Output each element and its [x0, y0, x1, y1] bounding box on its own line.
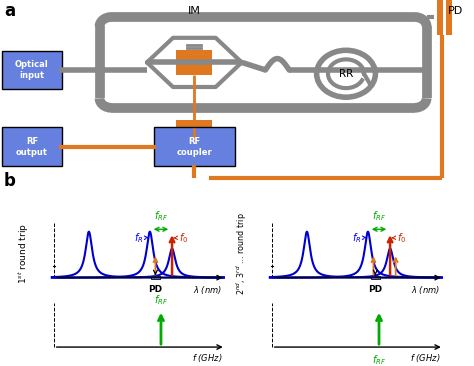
Text: RF
output: RF output [16, 137, 48, 157]
FancyBboxPatch shape [154, 127, 235, 167]
Text: $f$ (GHz): $f$ (GHz) [410, 352, 440, 365]
Text: RF
coupler: RF coupler [176, 137, 212, 157]
Text: 2$^{nd}$, 3$^{rd}$ ... round trip: 2$^{nd}$, 3$^{rd}$ ... round trip [235, 212, 249, 295]
FancyBboxPatch shape [2, 51, 62, 89]
Text: $f_R$: $f_R$ [352, 231, 362, 244]
FancyBboxPatch shape [437, 0, 443, 35]
Text: 1$^{st}$ round trip: 1$^{st}$ round trip [17, 223, 31, 284]
Text: PD: PD [368, 285, 383, 294]
Text: IM: IM [188, 5, 201, 16]
Text: $f_{RF}$: $f_{RF}$ [372, 209, 386, 223]
FancyBboxPatch shape [2, 127, 62, 167]
FancyBboxPatch shape [176, 50, 212, 60]
Text: RR: RR [339, 69, 353, 79]
Text: $f_{RF}$: $f_{RF}$ [372, 353, 386, 366]
Text: b: b [4, 172, 16, 190]
FancyBboxPatch shape [176, 64, 212, 75]
FancyBboxPatch shape [371, 276, 380, 279]
Text: $\lambda$ (nm): $\lambda$ (nm) [411, 284, 440, 296]
Text: PD: PD [447, 6, 463, 16]
FancyBboxPatch shape [446, 0, 452, 35]
Text: PD: PD [148, 285, 163, 294]
Text: Optical
input: Optical input [15, 60, 49, 80]
Text: $f_R$: $f_R$ [134, 231, 144, 244]
Text: $f$ (GHz): $f$ (GHz) [191, 352, 222, 365]
Text: $f_{RF}$: $f_{RF}$ [154, 293, 168, 307]
Text: $f_0$: $f_0$ [397, 231, 406, 244]
Text: $f_{RF}$: $f_{RF}$ [154, 209, 168, 223]
Text: $\lambda$ (nm): $\lambda$ (nm) [193, 284, 222, 296]
FancyBboxPatch shape [151, 276, 160, 279]
Text: a: a [4, 2, 15, 20]
Text: $f_0$: $f_0$ [179, 231, 188, 244]
FancyBboxPatch shape [176, 120, 212, 128]
